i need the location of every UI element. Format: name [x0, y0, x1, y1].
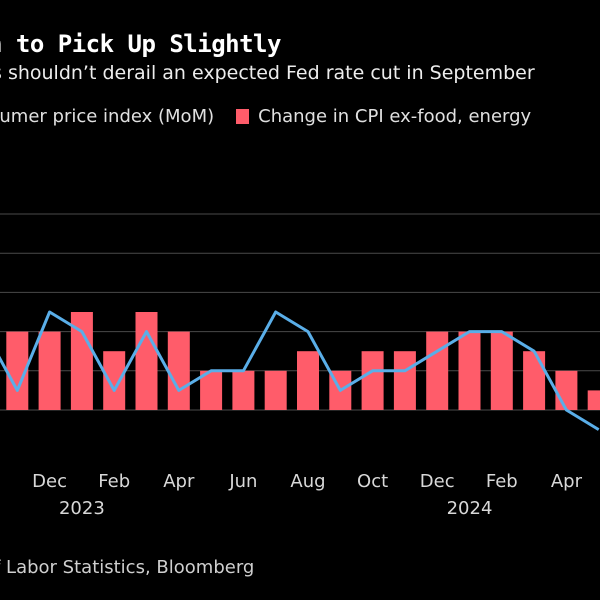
legend-swatch-core — [236, 109, 250, 124]
x-tick-label: Oct — [357, 471, 388, 492]
source-note: f Labor Statistics, Bloomberg — [0, 557, 255, 578]
bar-core-feb-2024 — [458, 331, 481, 410]
bar-core-dec-2023 — [393, 351, 416, 410]
x-tick-label: Apr — [551, 471, 583, 492]
x-tick-label: Dec — [32, 471, 67, 492]
series-line-cpi — [0, 310, 600, 431]
chart-title: n to Pick Up Slightly — [0, 30, 281, 58]
bar-core-feb-2023 — [70, 312, 93, 410]
bar-core-jun-2024 — [587, 390, 600, 410]
x-tick-label: Apr — [163, 471, 195, 492]
bar-core-jun-2023 — [200, 370, 223, 410]
legend-label-core: Change in CPI ex-food, energy — [258, 106, 532, 127]
bar-core-mar-2023 — [103, 351, 126, 410]
x-tick-label: Feb — [486, 471, 518, 492]
x-tick-label: Feb — [98, 471, 130, 492]
bar-core-aug-2023 — [264, 370, 287, 410]
bar-core-may-2024 — [555, 370, 578, 410]
chart-plot: tDecFebAprJunAugOctDecFebApr20232024 — [0, 213, 600, 519]
bar-core-apr-2024 — [523, 351, 546, 410]
x-year-label: 2024 — [447, 498, 493, 519]
bar-core-sep-2023 — [297, 351, 319, 410]
bar-core-jan-2023 — [38, 331, 61, 410]
bar-core-jul-2023 — [232, 370, 255, 410]
bar-core-jan-2024 — [426, 331, 449, 410]
bar-core-apr-2023 — [135, 312, 158, 410]
x-tick-label: Aug — [290, 471, 325, 492]
legend: sumer price index (MoM) Change in CPI ex… — [0, 106, 531, 127]
x-tick-label: Dec — [420, 471, 455, 492]
legend-label-cpi: sumer price index (MoM) — [0, 106, 215, 127]
chart-subtitle: s shouldn’t derail an expected Fed rate … — [0, 62, 535, 84]
bar-core-may-2023 — [167, 331, 190, 410]
x-tick-label: Jun — [228, 471, 257, 492]
bar-core-mar-2024 — [490, 331, 513, 410]
bar-core-nov-2023 — [361, 351, 384, 410]
x-year-label: 2023 — [59, 498, 105, 519]
bar-core-dec-2022 — [6, 331, 29, 410]
